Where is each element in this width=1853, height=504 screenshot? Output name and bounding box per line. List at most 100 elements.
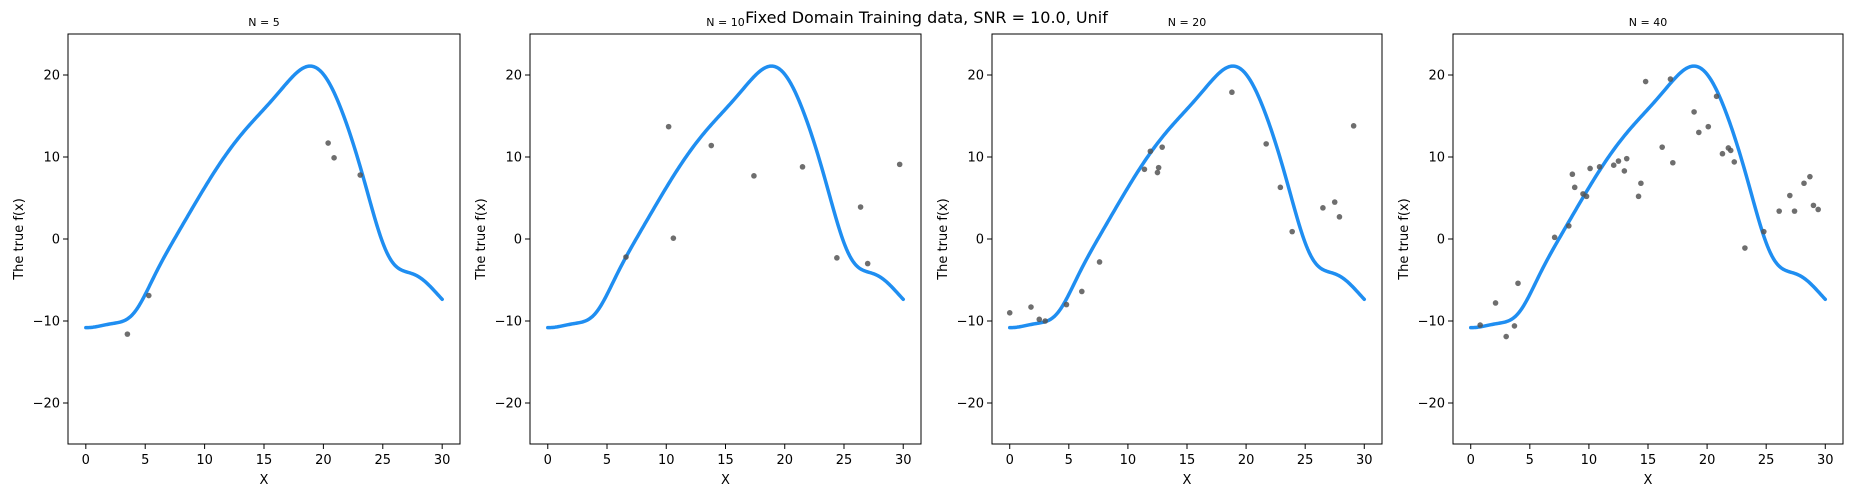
data-point	[1515, 280, 1521, 287]
data-point	[1727, 147, 1734, 154]
x-tick-label: 25	[836, 453, 853, 468]
y-tick-label: 20	[1428, 69, 1445, 84]
y-tick-label: 0	[514, 233, 522, 248]
x-tick-label: 30	[1356, 453, 1373, 468]
data-point	[670, 235, 677, 241]
x-tick-label: 20	[776, 453, 793, 468]
data-point	[1159, 144, 1165, 150]
data-point	[1705, 123, 1712, 130]
data-point	[1696, 129, 1702, 136]
data-point	[145, 292, 152, 299]
x-tick-label: 15	[256, 453, 273, 468]
y-tick-label: 10	[43, 151, 60, 166]
data-point	[751, 173, 757, 179]
x-axis-label: X	[1183, 473, 1192, 488]
y-tick-label: 10	[1428, 151, 1445, 166]
data-point	[1583, 193, 1590, 200]
data-point	[1320, 205, 1326, 211]
data-point	[1719, 150, 1726, 157]
data-point	[1807, 173, 1813, 180]
y-axis-label: The true f(x)	[12, 198, 27, 281]
panel-1: 0 5 10 15 20 25 30 −20 −10 0 10 20 N = 5 X The true f(…	[12, 16, 461, 488]
data-point	[1147, 148, 1154, 155]
x-tick-label: 20	[1699, 453, 1716, 468]
x-tick-label: 20	[315, 453, 332, 468]
data-point	[1761, 228, 1767, 235]
x-tick-label: 15	[717, 453, 734, 468]
data-point	[1642, 78, 1649, 85]
data-point	[1277, 184, 1284, 191]
data-point	[1621, 168, 1628, 174]
x-tick-label: 0	[82, 453, 90, 468]
x-tick-label: 20	[1238, 453, 1255, 468]
data-point	[708, 142, 715, 149]
axes-frame	[67, 33, 461, 445]
data-point	[1036, 316, 1043, 323]
data-point	[1623, 155, 1630, 162]
x-tick-label: 10	[1581, 453, 1598, 468]
data-point	[834, 255, 840, 261]
data-point	[331, 155, 337, 161]
y-tick-label: 10	[967, 151, 984, 166]
true-function-curve	[84, 64, 444, 330]
axes-frame	[529, 33, 922, 445]
data-point	[1787, 192, 1793, 199]
x-tick-label: 25	[375, 453, 392, 468]
x-axis-label: X	[721, 473, 730, 488]
x-tick-label: 30	[434, 453, 451, 468]
y-tick-label: −20	[957, 397, 984, 412]
x-tick-label: 5	[1526, 453, 1534, 468]
data-point	[1028, 304, 1034, 310]
data-point	[1063, 301, 1070, 308]
axes-frame	[1452, 33, 1844, 445]
data-point	[1511, 323, 1518, 329]
data-point	[1791, 208, 1798, 214]
x-axis-label: X	[1644, 473, 1653, 488]
x-tick-label: 30	[895, 453, 912, 468]
data-point	[357, 172, 364, 178]
data-point	[1263, 141, 1269, 147]
data-point	[1336, 214, 1343, 220]
data-point	[857, 204, 864, 210]
data-point	[1659, 144, 1665, 150]
data-point	[1096, 259, 1103, 265]
data-point	[1079, 288, 1085, 295]
y-tick-label: 0	[976, 233, 984, 248]
data-point	[1571, 184, 1578, 191]
true-function-curve	[1468, 64, 1828, 330]
y-tick-label: 10	[505, 151, 522, 166]
data-point	[1503, 333, 1509, 340]
panel-title: N = 20	[1168, 16, 1206, 29]
data-point	[1815, 206, 1821, 213]
y-tick-label: 20	[967, 69, 984, 84]
y-tick-label: −20	[1418, 397, 1445, 412]
data-point	[896, 161, 903, 168]
data-point	[1731, 159, 1738, 165]
y-tick-label: −10	[957, 315, 984, 330]
x-tick-label: 0	[1006, 453, 1014, 468]
data-point	[1566, 223, 1572, 229]
data-point	[799, 164, 806, 170]
y-tick-label: −20	[33, 397, 60, 412]
data-point	[1042, 318, 1048, 324]
y-tick-label: −10	[1418, 315, 1445, 330]
data-point	[1801, 180, 1807, 187]
panel-4: 0 5 10 15 20 25 30 −20 −10 0 10 20 N = 40 X The true f…	[1397, 16, 1844, 488]
data-point	[1331, 199, 1338, 205]
y-axis-label: The true f(x)	[474, 198, 489, 281]
data-point	[1667, 76, 1674, 82]
data-point	[1154, 169, 1161, 176]
x-axis-label: X	[260, 473, 269, 488]
axes-frame	[991, 33, 1383, 445]
y-tick-label: −20	[495, 397, 522, 412]
data-point	[1289, 228, 1295, 235]
panel-2: 0 5 10 15 20 25 30 −20 −10 0 10 20 N = 10 X The true f…	[474, 16, 922, 488]
panel-title: N = 40	[1629, 16, 1667, 29]
y-tick-label: 20	[505, 69, 522, 84]
data-point	[1610, 162, 1617, 168]
y-tick-label: −10	[495, 315, 522, 330]
data-point	[1615, 158, 1622, 164]
data-point	[1596, 164, 1603, 170]
